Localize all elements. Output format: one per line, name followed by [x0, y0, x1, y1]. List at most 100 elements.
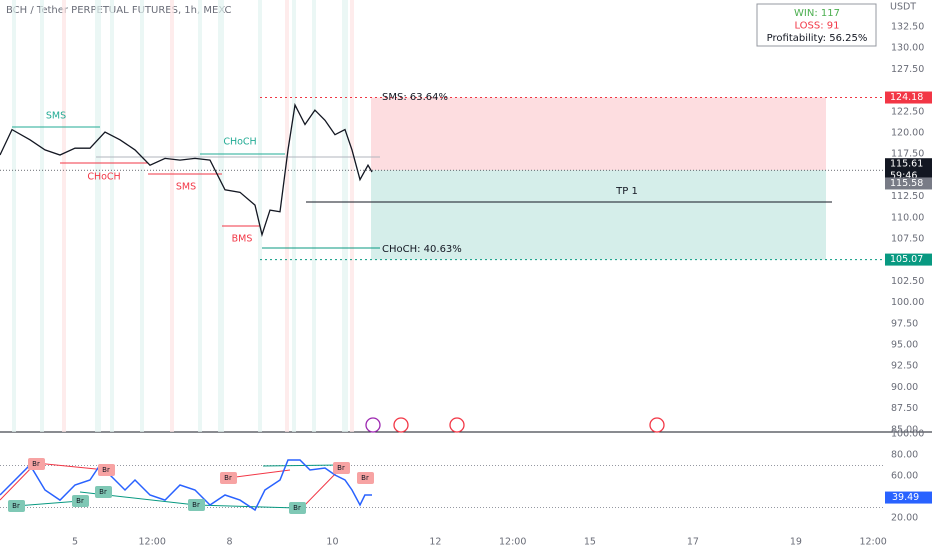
y-tick-label: 112.50 [891, 191, 924, 202]
annotation: CHoCH [223, 137, 256, 148]
rsi-label: Br [337, 464, 345, 472]
annotation: CHoCH: 40.63% [382, 244, 462, 255]
y-tick-label: 117.50 [891, 149, 924, 160]
rsi-trendline [262, 464, 341, 467]
y-tick-label: 97.50 [891, 318, 918, 329]
rsi-label: Br [12, 502, 20, 510]
y-tick-label: 127.50 [891, 64, 924, 75]
y-tick-label: 132.50 [891, 21, 924, 32]
session-stripe [258, 0, 262, 432]
x-tick-label: 8 [226, 537, 232, 548]
session-stripe [198, 0, 202, 432]
y-tick-label: 110.00 [891, 212, 924, 223]
y-tick-label: 87.50 [891, 403, 918, 414]
session-stripe [218, 0, 224, 432]
annotation: SMS: 63.64% [382, 92, 448, 103]
price-tag [885, 253, 932, 266]
y-tick-label: 107.50 [891, 233, 924, 244]
session-stripe [285, 0, 289, 432]
annotation: SMS [46, 111, 66, 122]
price-line [0, 102, 373, 238]
rsi-label: Br [293, 504, 301, 512]
x-tick-label: 12:00 [859, 537, 886, 548]
rsi-label: Br [192, 501, 200, 509]
stats-line: Profitability: 56.25% [767, 33, 868, 44]
rsi-tick-label: 100.00 [891, 428, 924, 439]
x-tick-label: 12 [429, 537, 441, 548]
event-icon [393, 417, 409, 433]
y-tick-label: 92.50 [891, 361, 918, 372]
y-tick-label: 130.00 [891, 43, 924, 54]
rsi-label: Br [224, 474, 232, 482]
session-stripe [110, 0, 114, 432]
price-tag-label: 115.58 [890, 178, 923, 189]
rsi-label: Br [76, 497, 84, 505]
annotation: TP 1 [615, 186, 638, 197]
stats-line: LOSS: 91 [794, 21, 839, 32]
price-tag-label: 105.07 [890, 254, 923, 265]
rsi-label: Br [102, 466, 110, 474]
rsi-label: Br [32, 460, 40, 468]
x-tick-label: 12:00 [139, 537, 166, 548]
stats-line: WIN: 117 [794, 8, 840, 19]
session-stripe [40, 0, 44, 432]
rsi-label-box [289, 502, 306, 514]
y-unit: USDT [890, 2, 916, 13]
x-tick-label: 10 [326, 537, 338, 548]
rsi-tick-label: 80.00 [891, 450, 918, 461]
annotation: CHoCH [87, 172, 120, 183]
rsi-label-box [8, 500, 25, 512]
rsi-label: Br [361, 474, 369, 482]
price-tag [885, 177, 932, 190]
rsi-label-box [98, 464, 115, 476]
y-tick-label: 100.00 [891, 297, 924, 308]
rsi-tick-label: 60.00 [891, 471, 918, 482]
annotation: SMS [176, 182, 196, 193]
rsi-label-box [28, 458, 45, 470]
y-tick-label: 120.00 [891, 127, 924, 138]
y-tick-label: 85.00 [891, 424, 918, 435]
session-stripe [350, 0, 354, 432]
stop-zone [371, 97, 826, 171]
session-stripe [140, 0, 144, 432]
rsi-tag-label: 39.49 [892, 492, 919, 503]
x-tick-label: 12:00 [499, 537, 526, 548]
x-tick-label: 15 [584, 537, 596, 548]
rsi-trendline [195, 504, 298, 509]
session-stripe [170, 0, 174, 432]
session-stripe [312, 0, 316, 432]
y-tick-label: 102.50 [891, 276, 924, 287]
session-stripe [342, 0, 348, 432]
target-zone [371, 170, 826, 260]
price-tag [885, 91, 932, 104]
rsi-line [0, 459, 372, 512]
price-tag-label: 124.18 [890, 92, 923, 103]
x-tick-label: 17 [687, 537, 699, 548]
rsi-label: Br [99, 488, 107, 496]
y-tick-label: 122.50 [891, 106, 924, 117]
stats-box [756, 3, 877, 47]
chart-title: BCH / Tether PERPETUAL FUTURES, 1h, MEXC [6, 5, 231, 16]
rsi-trendline [227, 469, 291, 479]
session-stripe [95, 0, 101, 432]
y-tick-label: 90.00 [891, 382, 918, 393]
countdown: 59:46 [890, 171, 917, 182]
event-icon [365, 417, 381, 433]
rsi-tag [885, 491, 932, 504]
rsi-label-box [357, 472, 374, 484]
session-stripe [62, 0, 66, 432]
session-stripe [292, 0, 296, 432]
rsi-tick-label: 20.00 [891, 513, 918, 524]
session-stripe [12, 0, 16, 432]
x-tick-label: 19 [790, 537, 802, 548]
rsi-label-box [220, 472, 237, 484]
rsi-trendline [35, 462, 107, 471]
y-tick-label: 95.00 [891, 339, 918, 350]
rsi-label-box [95, 486, 112, 498]
annotation: BMS [232, 234, 253, 245]
event-icon [449, 417, 465, 433]
rsi-label-box [188, 499, 205, 511]
price-tag-label: 115.61 [890, 159, 923, 170]
